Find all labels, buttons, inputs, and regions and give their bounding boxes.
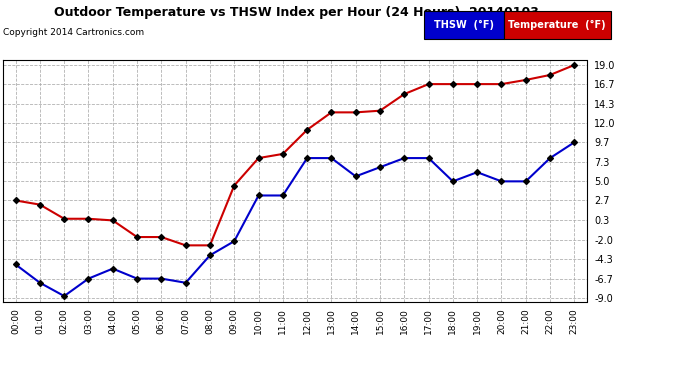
Text: Temperature  (°F): Temperature (°F) <box>509 20 606 30</box>
Text: Outdoor Temperature vs THSW Index per Hour (24 Hours)  20140103: Outdoor Temperature vs THSW Index per Ho… <box>55 6 539 19</box>
Text: THSW  (°F): THSW (°F) <box>434 20 494 30</box>
Text: Copyright 2014 Cartronics.com: Copyright 2014 Cartronics.com <box>3 28 145 37</box>
